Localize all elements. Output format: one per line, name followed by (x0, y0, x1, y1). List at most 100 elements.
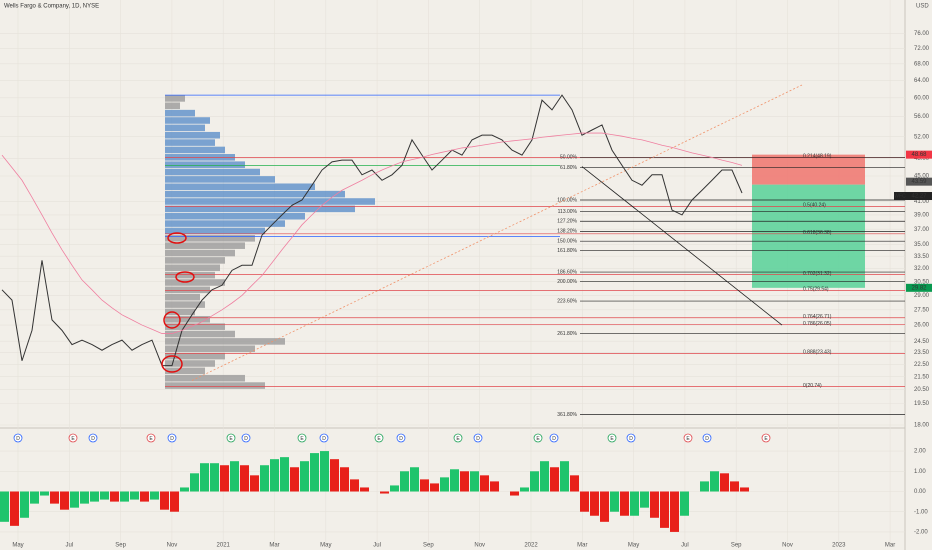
event-label: E (377, 436, 381, 442)
histogram-bar (360, 487, 369, 492)
last-label-box (906, 192, 932, 201)
y-tick-label: 45.00 (914, 174, 930, 180)
x-tick-label: 2021 (217, 543, 231, 549)
trend-line (191, 84, 803, 381)
y-tick-label: 24.50 (914, 339, 930, 345)
x-tick-label: Jul (681, 543, 689, 549)
event-icon (702, 433, 712, 443)
profile-row (165, 124, 205, 132)
profile-row (165, 168, 260, 176)
y-tick-label: 32.00 (914, 266, 930, 272)
histogram-bar (730, 481, 739, 492)
y-tick-label: 76.00 (914, 31, 930, 37)
histogram-bar (250, 475, 259, 492)
profile-row (165, 117, 210, 124)
event-icon (68, 433, 78, 443)
x-tick-label: 2022 (524, 543, 538, 549)
profile-row (165, 183, 315, 191)
profile-row (165, 286, 210, 294)
histogram-bar (590, 491, 599, 516)
histogram-bar (290, 467, 299, 492)
profile-row (165, 279, 225, 286)
histogram-bar (20, 491, 29, 518)
histogram-bar (130, 491, 139, 500)
histogram-bar (450, 469, 459, 492)
profile-row (165, 95, 185, 102)
profile-row (165, 131, 220, 139)
histogram-bar (720, 473, 729, 492)
histogram-bar (620, 491, 629, 516)
x-tick-label: Nov (474, 543, 485, 549)
y-tick-label: 19.50 (914, 401, 930, 407)
histogram-bar (170, 491, 179, 512)
histogram-bar (0, 491, 9, 522)
chart-title: Wells Fargo & Company, 1D, NYSE (4, 4, 99, 10)
fib-label: 61.80% (560, 165, 578, 171)
histogram-bar (570, 475, 579, 492)
event-label: E (536, 436, 540, 442)
symbol-label: WFC (894, 193, 906, 199)
plot: 0.214(48.19) 0.5(40.24) 0.618(36.38) 0.702(… (0, 0, 905, 545)
profile-row (165, 264, 220, 272)
x-tick-label: May (628, 543, 639, 549)
entry-label: 43.59 (911, 179, 927, 185)
fib-label: 0.75(29.54) (803, 287, 829, 293)
y-tick-label: 26.00 (914, 323, 930, 329)
profile-row (165, 374, 245, 382)
profile-row (165, 323, 225, 330)
event-icon (761, 433, 771, 443)
fib-label: 50.00% (560, 155, 578, 161)
fib-label: 0(20.74) (803, 383, 822, 389)
y-tick-label: -1.00 (914, 509, 928, 515)
profile-row (165, 382, 265, 389)
event-label: E (456, 436, 460, 442)
x-tick-label: May (12, 543, 23, 549)
event-icon (167, 433, 177, 443)
x-tick-label: Nov (782, 543, 793, 549)
profile-row (165, 352, 225, 360)
profile-row (165, 338, 285, 345)
x-tick-label: 2023 (832, 543, 846, 549)
histogram-bar (120, 491, 129, 502)
event-label: D (91, 436, 95, 442)
histogram-bar (50, 491, 59, 504)
histogram-bar (10, 491, 19, 526)
y-tick-label: 39.00 (914, 212, 930, 218)
histogram-bar (680, 491, 689, 516)
y-tick-label: 21.50 (914, 374, 930, 380)
fib-label: 186.60% (557, 269, 577, 275)
fib-label: 261.80% (557, 331, 577, 337)
y-tick-label: 48.00 (914, 156, 930, 162)
target-label: 29.82 (911, 285, 927, 291)
event-icon (549, 433, 559, 443)
histogram-bar (320, 451, 329, 492)
histogram-bar (210, 463, 219, 492)
fib-label: 161.80% (557, 248, 577, 254)
histogram-bar (300, 461, 309, 492)
event-label: E (71, 436, 75, 442)
profile-row (165, 109, 195, 117)
fib-label: 127.20% (557, 219, 577, 225)
y-tick-label: 64.00 (914, 78, 930, 84)
event-icon (226, 433, 236, 443)
y-tick-label: 41.00 (914, 199, 930, 205)
x-tick-label: May (320, 543, 331, 549)
histogram-bar (410, 467, 419, 492)
histogram-bar (330, 459, 339, 492)
histogram-bar (30, 491, 39, 504)
histogram-bar (160, 491, 169, 510)
histogram-bar (260, 465, 269, 492)
histogram-bar (530, 471, 539, 492)
profile-row (165, 249, 235, 257)
profile-row (165, 161, 245, 168)
event-label: E (764, 436, 768, 442)
histogram-bar (220, 465, 229, 492)
x-tick-label: Mar (269, 543, 279, 549)
histogram-bar (40, 491, 49, 496)
event-icon (453, 433, 463, 443)
histogram-bar (710, 471, 719, 492)
histogram-bar (510, 491, 519, 496)
y-tick-label: 1.00 (914, 469, 926, 475)
y-tick-label: 33.50 (914, 254, 930, 260)
event-label: D (476, 436, 480, 442)
